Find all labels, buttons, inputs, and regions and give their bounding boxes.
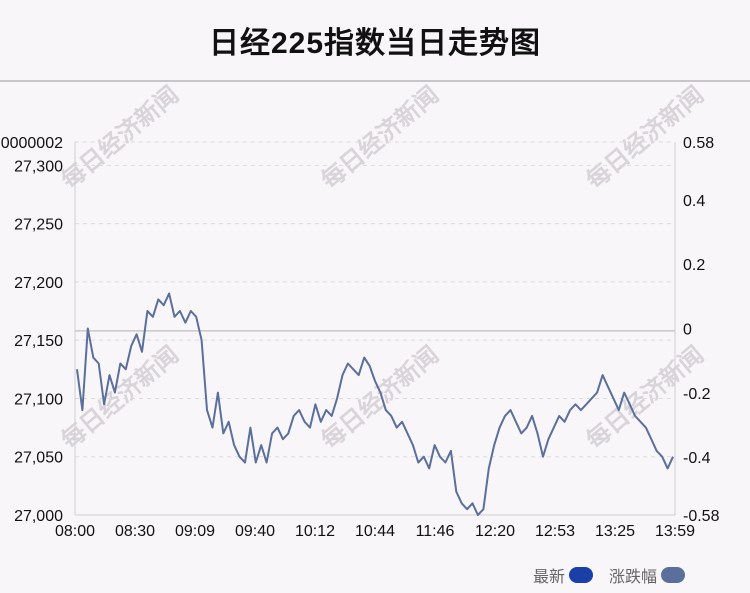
- x-tick-label: 12:53: [535, 523, 575, 540]
- y-left-tick-label: 27,250: [14, 217, 63, 234]
- y-left-tick-label: 27,200: [14, 275, 63, 292]
- x-tick-label: 08:30: [115, 523, 155, 540]
- legend-label: 涨跌幅: [609, 569, 658, 586]
- x-tick-label: 10:44: [355, 523, 395, 540]
- chart-title: 日经225指数当日走势图: [208, 27, 542, 60]
- x-tick-label: 09:40: [235, 523, 275, 540]
- x-tick-label: 09:09: [175, 523, 215, 540]
- watermark-text: 每日经济新闻: [316, 341, 444, 455]
- watermark-text: 每日经济新闻: [316, 81, 444, 195]
- y-left-tick-label: 27,100: [14, 391, 63, 408]
- y-right-tick-label: -0.58: [683, 508, 720, 525]
- x-tick-label: 13:59: [655, 523, 695, 540]
- x-tick-label: 12:20: [475, 523, 515, 540]
- legend-item-change[interactable]: 涨跌幅: [609, 563, 686, 587]
- legend-swatch: [661, 567, 686, 583]
- y-left-tick-label: 0000002: [1, 135, 63, 152]
- y-right-tick-label: 0.4: [683, 193, 705, 210]
- legend-swatch: [569, 567, 594, 583]
- y-left-tick-label: 27,050: [14, 450, 63, 467]
- y-left-tick-label: 27,000: [14, 508, 63, 525]
- series-line: [76, 292, 674, 516]
- y-right-tick-label: -0.4: [683, 450, 711, 467]
- y-right-tick-label: 0.58: [683, 135, 714, 152]
- x-tick-label: 08:00: [55, 523, 95, 540]
- y-right-tick-label: 0: [683, 322, 692, 339]
- legend-item-latest[interactable]: 最新: [533, 563, 594, 587]
- x-tick-label: 10:12: [295, 523, 335, 540]
- y-left-tick-label: 27,150: [14, 333, 63, 350]
- x-tick-label: 13:25: [595, 523, 635, 540]
- legend-label: 最新: [533, 569, 566, 586]
- y-right-tick-label: -0.2: [683, 386, 711, 403]
- title-divider: [0, 80, 750, 82]
- y-left-tick-label: 27,300: [14, 158, 63, 175]
- x-tick-label: 11:46: [416, 523, 455, 540]
- y-right-tick-label: 0.2: [683, 257, 705, 274]
